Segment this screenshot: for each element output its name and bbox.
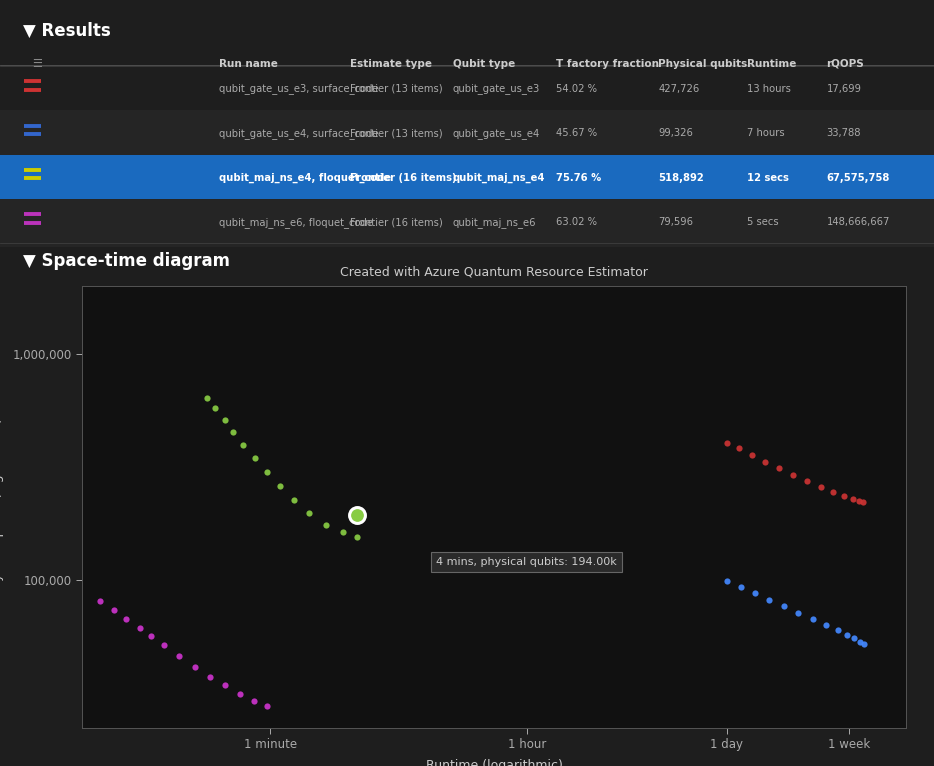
Point	[203, 671, 218, 683]
Point	[187, 660, 202, 673]
Point	[840, 628, 855, 640]
Point	[762, 594, 777, 606]
Y-axis label: Physical qubits (logarithmic): Physical qubits (logarithmic)	[0, 418, 4, 596]
Text: 67,575,758: 67,575,758	[827, 172, 890, 183]
Title: Created with Azure Quantum Resource Estimator: Created with Azure Quantum Resource Esti…	[340, 265, 648, 278]
Point	[260, 466, 275, 478]
Text: 518,892: 518,892	[658, 172, 704, 183]
Point	[318, 519, 333, 531]
Text: ▼ Space-time diagram: ▼ Space-time diagram	[23, 252, 231, 270]
Point	[133, 622, 148, 634]
Text: qubit_gate_us_e4, surface_code: qubit_gate_us_e4, surface_code	[219, 128, 379, 139]
Text: ☰: ☰	[32, 59, 42, 69]
Text: ▼ Results: ▼ Results	[23, 21, 111, 39]
Point	[818, 619, 833, 631]
Text: 12 secs: 12 secs	[747, 172, 789, 183]
Point	[119, 613, 134, 625]
Text: 4 mins, physical qubits: 194.00k: 4 mins, physical qubits: 194.00k	[436, 557, 616, 567]
Point	[92, 595, 107, 607]
Text: qubit_gate_us_e3, surface_code: qubit_gate_us_e3, surface_code	[219, 83, 379, 94]
Point	[260, 699, 275, 712]
Text: T factory fraction: T factory fraction	[556, 59, 658, 69]
Text: 7 hours: 7 hours	[747, 128, 785, 139]
Point	[287, 494, 302, 506]
Text: qubit_maj_ns_e6: qubit_maj_ns_e6	[453, 217, 536, 228]
Text: 54.02 %: 54.02 %	[556, 83, 597, 94]
Text: Frontier (13 items): Frontier (13 items)	[350, 128, 443, 139]
Text: Estimate type: Estimate type	[350, 59, 432, 69]
Point	[847, 632, 862, 644]
Point	[856, 637, 871, 650]
Point	[208, 402, 223, 414]
Point	[350, 509, 365, 521]
Point	[156, 640, 171, 652]
Point	[248, 452, 262, 464]
Point	[786, 469, 801, 481]
Point	[747, 587, 762, 599]
Text: qubit_maj_ns_e6, floquet_code: qubit_maj_ns_e6, floquet_code	[219, 217, 374, 228]
Point	[233, 688, 248, 700]
Point	[772, 462, 787, 474]
Text: 63.02 %: 63.02 %	[556, 217, 597, 228]
Text: Run name: Run name	[219, 59, 278, 69]
Bar	[0, 199, 934, 247]
Point	[830, 624, 845, 636]
Point	[731, 442, 746, 454]
Point	[805, 613, 820, 625]
Point	[814, 481, 828, 493]
Point	[758, 456, 773, 468]
Text: qubit_gate_us_e3: qubit_gate_us_e3	[453, 83, 540, 94]
Text: Frontier (16 items): Frontier (16 items)	[350, 217, 443, 228]
Text: 75.76 %: 75.76 %	[556, 172, 601, 183]
Point	[302, 506, 317, 519]
Text: Frontier (16 items): Frontier (16 items)	[350, 172, 457, 183]
Text: qubit_maj_ns_e4: qubit_maj_ns_e4	[453, 172, 545, 183]
Text: qubit_maj_ns_e4, floquet_code: qubit_maj_ns_e4, floquet_code	[219, 172, 391, 183]
Point	[235, 439, 250, 451]
Text: 45.67 %: 45.67 %	[556, 128, 597, 139]
Point	[733, 581, 748, 593]
Point	[856, 496, 870, 509]
Point	[852, 495, 867, 507]
Point	[845, 493, 860, 505]
Text: 5 secs: 5 secs	[747, 217, 779, 228]
Bar	[0, 110, 934, 158]
Bar	[0, 155, 934, 202]
Point	[217, 414, 232, 426]
Point	[826, 486, 841, 498]
Point	[172, 650, 187, 662]
Text: 427,726: 427,726	[658, 83, 700, 94]
Point	[335, 526, 350, 538]
Text: Qubit type: Qubit type	[453, 59, 516, 69]
Point	[719, 437, 734, 449]
X-axis label: Runtime (logarithmic): Runtime (logarithmic)	[426, 759, 562, 766]
Text: 148,666,667: 148,666,667	[827, 217, 890, 228]
Point	[200, 391, 215, 404]
Point	[144, 630, 159, 643]
Text: 13 hours: 13 hours	[747, 83, 791, 94]
Text: qubit_gate_us_e4: qubit_gate_us_e4	[453, 128, 540, 139]
Point	[853, 636, 868, 648]
Text: 33,788: 33,788	[827, 128, 861, 139]
Point	[350, 531, 365, 543]
Point	[719, 574, 734, 587]
Point	[106, 604, 121, 617]
Text: Frontier (13 items): Frontier (13 items)	[350, 83, 443, 94]
Text: 79,596: 79,596	[658, 217, 693, 228]
Point	[745, 449, 760, 461]
Point	[225, 426, 240, 438]
Point	[246, 695, 261, 707]
Point	[791, 607, 806, 619]
Point	[217, 679, 232, 691]
Point	[776, 601, 791, 613]
Text: rQOPS: rQOPS	[827, 59, 864, 69]
Point	[800, 475, 814, 487]
Point	[273, 480, 288, 493]
Text: 17,699: 17,699	[827, 83, 861, 94]
Point	[837, 489, 852, 502]
Text: Physical qubits: Physical qubits	[658, 59, 748, 69]
Text: Runtime: Runtime	[747, 59, 797, 69]
Text: 99,326: 99,326	[658, 128, 693, 139]
